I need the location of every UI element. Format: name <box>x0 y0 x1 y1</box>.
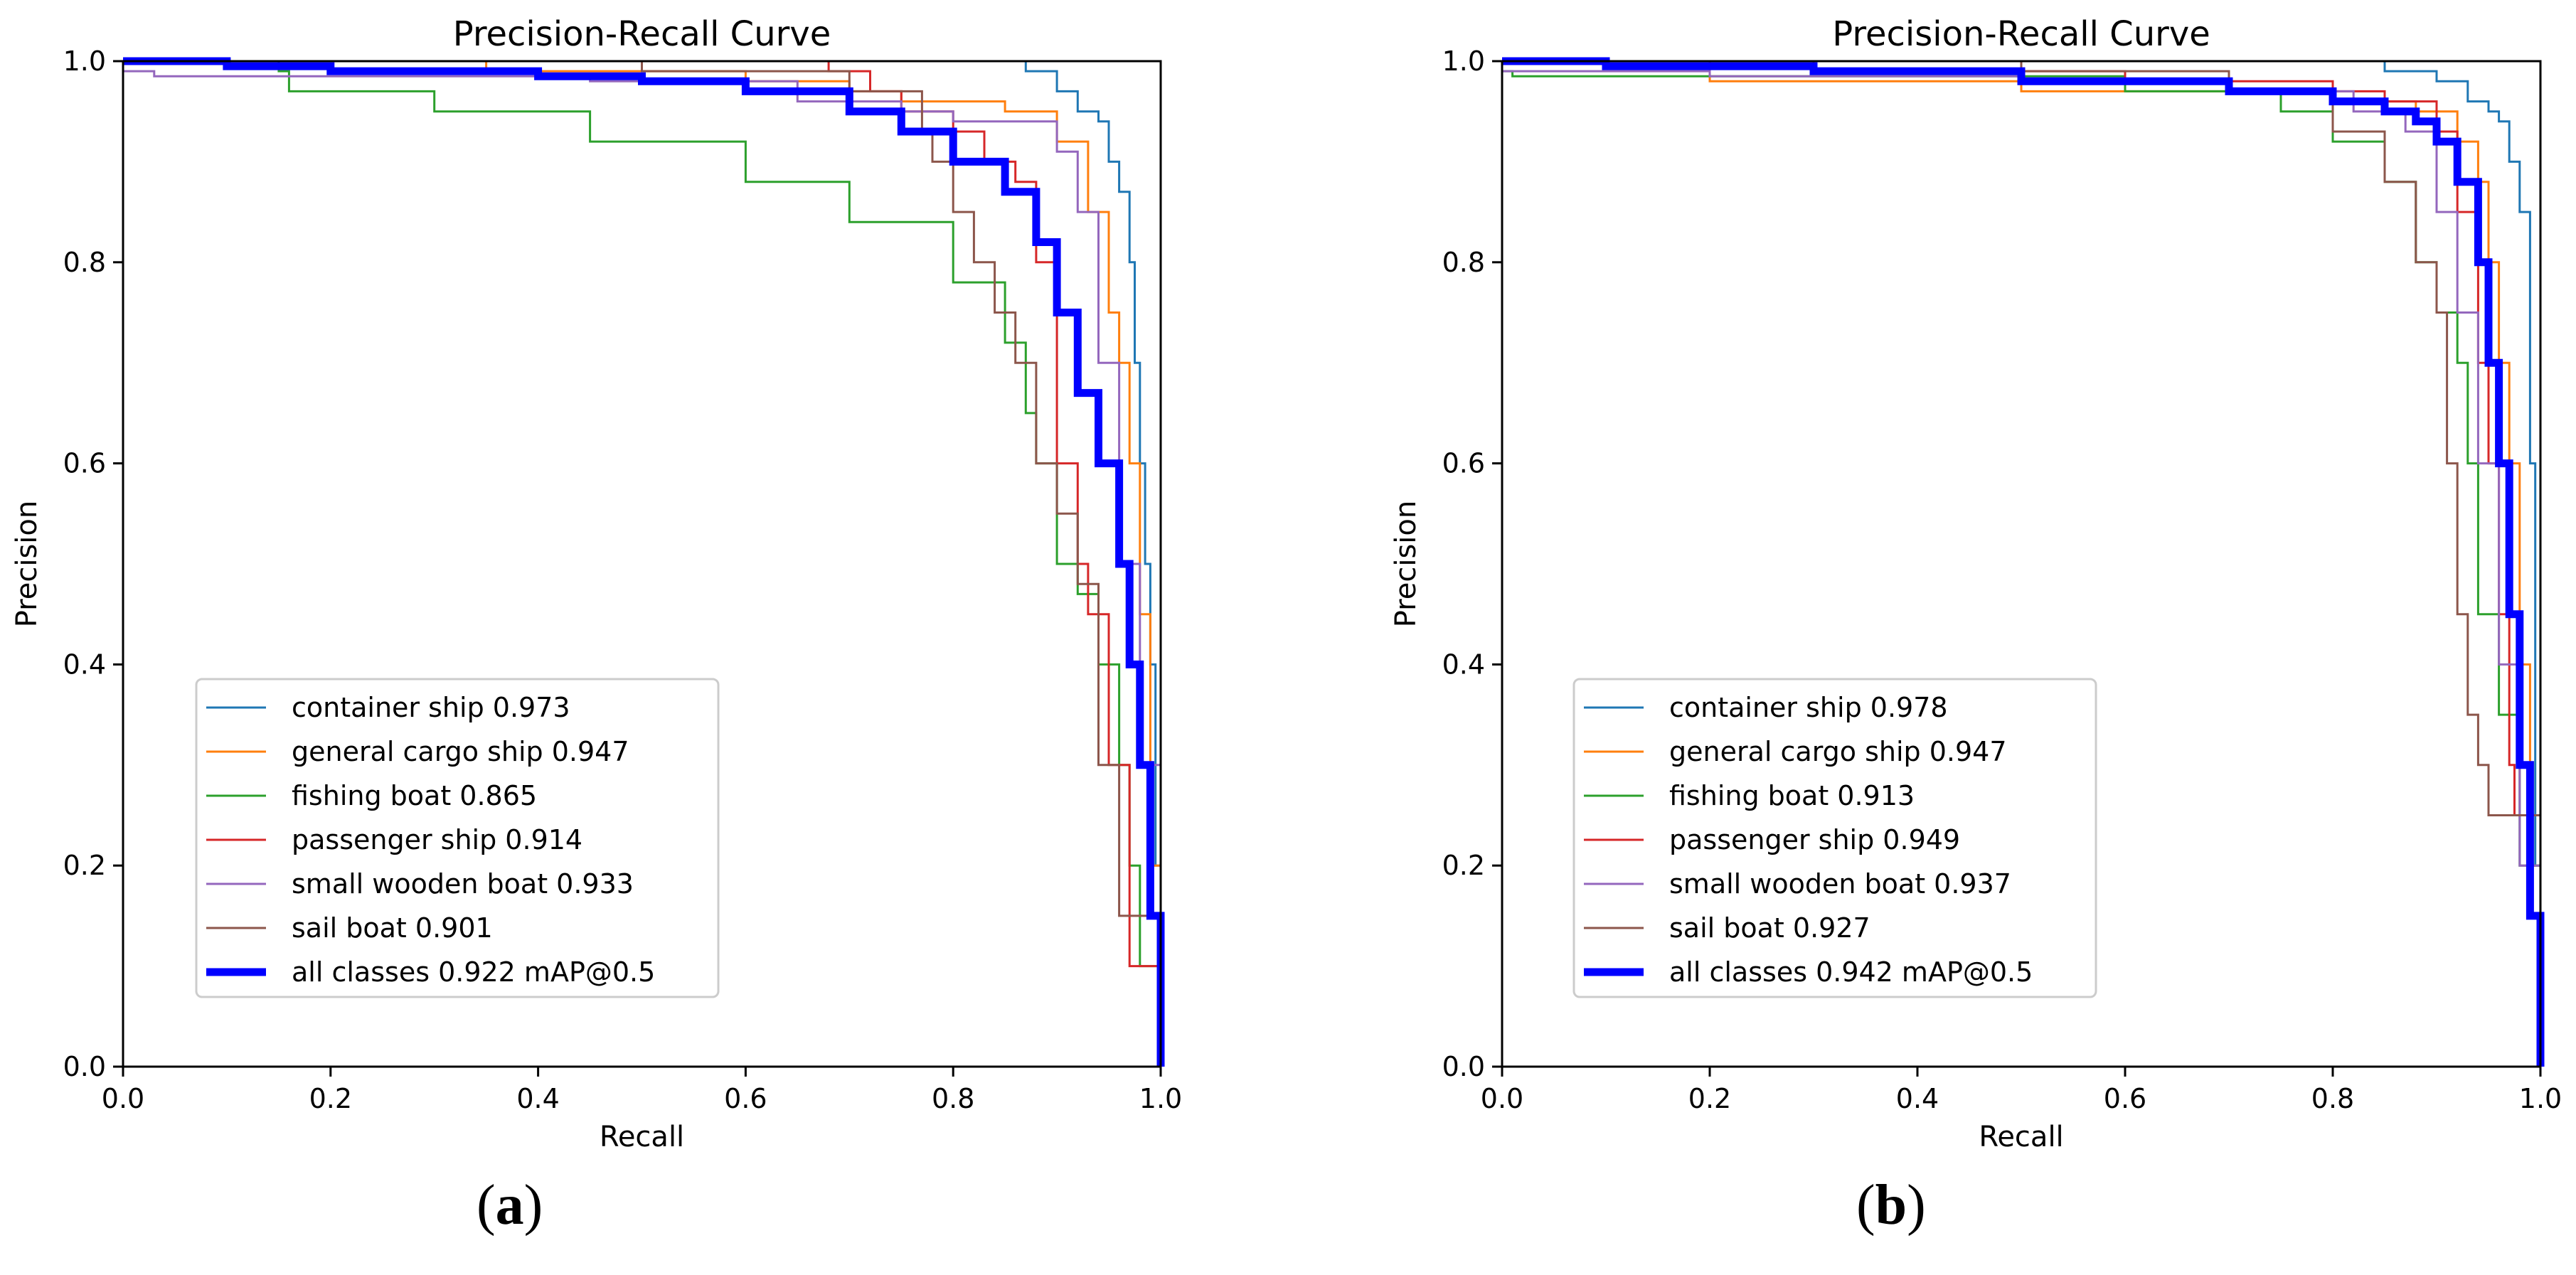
x-tick-label: 1.0 <box>2519 1083 2562 1114</box>
x-tick-label: 0.0 <box>102 1083 144 1114</box>
legend-label: fishing boat 0.913 <box>1669 780 1915 811</box>
y-tick-label: 0.8 <box>63 247 106 278</box>
legend-box <box>1572 678 2097 998</box>
x-tick-label: 0.4 <box>1896 1083 1939 1114</box>
caption-letter: a <box>495 1174 524 1237</box>
legend-label: small wooden boat 0.937 <box>1669 868 2011 900</box>
legend-label: small wooden boat 0.933 <box>292 868 634 900</box>
caption-close-paren: ) <box>1907 1174 1926 1237</box>
legend-label: general cargo ship 0.947 <box>292 736 629 767</box>
legend: container ship 0.973 general cargo ship 0… <box>195 678 720 998</box>
legend-label: container ship 0.973 <box>292 692 570 723</box>
y-tick-label: 0.2 <box>63 850 106 881</box>
legend-label: passenger ship 0.949 <box>1669 824 1960 855</box>
plot-area <box>123 57 1165 1067</box>
series-line-6 <box>123 60 1162 1067</box>
panel-b-chart: Precision-Recall Curve 0.0 0.2 0.4 0.6 0.8 1.0… <box>1390 14 2562 1153</box>
legend-label: sail boat 0.927 <box>1669 912 1870 944</box>
axes-frame <box>1501 60 2542 1068</box>
axes-frame <box>122 60 1162 1068</box>
legend-box <box>195 678 720 998</box>
caption-open-paren: ( <box>477 1174 496 1237</box>
legend-label: passenger ship 0.914 <box>292 824 582 855</box>
legend-label: sail boat 0.901 <box>292 912 493 944</box>
y-tick-label: 0.8 <box>1442 247 1485 278</box>
legend-label: all classes 0.942 mAP@0.5 <box>1669 956 2033 988</box>
series-line-7 <box>123 57 1165 1067</box>
x-tick-label: 0.0 <box>1481 1083 1523 1114</box>
panel-a-caption: (a) <box>477 1173 543 1238</box>
x-tick-label: 0.6 <box>2104 1083 2146 1114</box>
legend-label: container ship 0.978 <box>1669 692 1948 723</box>
x-tick-label: 0.4 <box>516 1083 559 1114</box>
y-axis-label: Precision <box>11 501 43 627</box>
series-line-7 <box>1502 57 2545 1067</box>
caption-close-paren: ) <box>523 1174 543 1237</box>
legend: container ship 0.978 general cargo ship 0… <box>1572 678 2097 998</box>
y-tick-label: 0.6 <box>1442 448 1485 479</box>
y-axis-label: Precision <box>1390 501 1422 627</box>
caption-open-paren: ( <box>1856 1174 1875 1237</box>
plot-area <box>1502 57 2545 1067</box>
y-tick-label: 0.4 <box>63 649 106 680</box>
y-tick-label: 0.2 <box>1442 850 1485 881</box>
y-tick-label: 0.0 <box>63 1051 106 1082</box>
x-tick-label: 0.6 <box>724 1083 767 1114</box>
legend-label: general cargo ship 0.947 <box>1669 736 2007 767</box>
caption-letter: b <box>1875 1174 1907 1237</box>
x-tick-label: 1.0 <box>1139 1083 1182 1114</box>
y-tick-label: 1.0 <box>1442 46 1485 77</box>
chart-title: Precision-Recall Curve <box>453 14 831 54</box>
x-tick-label: 0.2 <box>309 1083 352 1114</box>
y-tick-label: 0.4 <box>1442 649 1485 680</box>
y-tick-label: 0.6 <box>63 448 106 479</box>
x-axis-label: Recall <box>600 1121 684 1153</box>
chart-title: Precision-Recall Curve <box>1832 14 2210 54</box>
legend-label: fishing boat 0.865 <box>292 780 537 811</box>
series-line-4 <box>123 60 1162 1067</box>
y-tick-label: 1.0 <box>63 46 106 77</box>
x-tick-label: 0.8 <box>2311 1083 2354 1114</box>
x-tick-label: 0.2 <box>1688 1083 1731 1114</box>
panel-a-chart: Precision-Recall Curve 0.0 0.2 0.4 0.6 0.8 1.0… <box>11 14 1182 1153</box>
x-tick-label: 0.8 <box>932 1083 974 1114</box>
panel-b-caption: (b) <box>1856 1173 1926 1238</box>
legend-label: all classes 0.922 mAP@0.5 <box>292 956 655 988</box>
x-axis-label: Recall <box>1979 1121 2063 1153</box>
y-tick-label: 0.0 <box>1442 1051 1485 1082</box>
